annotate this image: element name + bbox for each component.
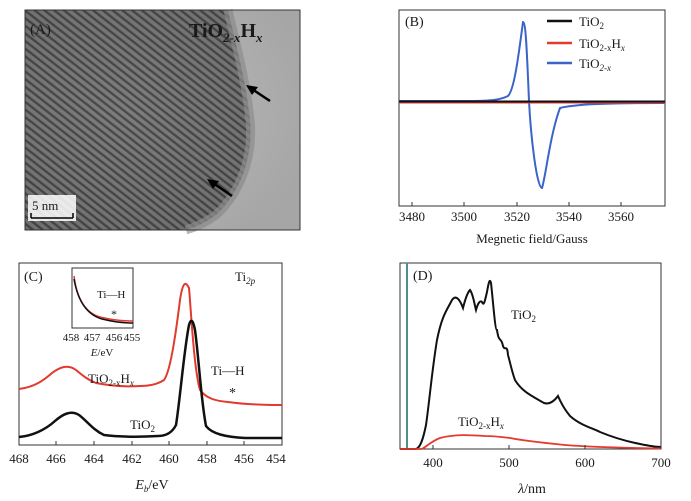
x-axis-title: Eb/eV	[134, 478, 168, 494]
panel-d: (D) TiO2 TiO2-xHx 400 500 600 700 λ/nm	[399, 262, 671, 497]
scale-bar	[30, 213, 74, 219]
x-tick-label: 466	[46, 451, 66, 466]
panel-d-label: (D)	[413, 269, 433, 284]
x-tick-label: 458	[197, 451, 217, 466]
x-tick-label: 600	[575, 455, 595, 470]
scale-bar-box	[28, 195, 76, 221]
panel-a: (A) TiO2-xHx 5 nm	[24, 8, 301, 235]
label-star: *	[229, 386, 236, 401]
panel-c: (C) Ti2p Ti—H * 458 457 456 455 E/eV TiO…	[9, 262, 286, 494]
x-tick-label: 456	[234, 451, 254, 466]
inset-black-curve	[73, 278, 134, 324]
pl-black-curve	[400, 279, 662, 450]
x-tick-label: 3520	[504, 209, 530, 224]
x-tick-label: 400	[423, 455, 443, 470]
inset-x-tick: 458	[63, 332, 80, 344]
panel-b-x-axis: 3480 3500 3520 3540 3560 Megnetic field/…	[399, 202, 634, 246]
inset-x-tick: 457	[84, 332, 101, 344]
x-tick-label: 460	[159, 451, 179, 466]
panel-a-label: (A)	[30, 22, 51, 38]
x-tick-label: 468	[9, 451, 29, 466]
arrow-upper	[246, 85, 271, 103]
x-axis-title: Megnetic field/Gauss	[476, 231, 588, 246]
label-black-curve: TiO2	[511, 307, 536, 324]
arrow-lower	[207, 179, 233, 198]
legend-item-tio2: TiO2	[547, 14, 604, 31]
panel-a-title: TiO2-xHx	[189, 20, 263, 45]
panel-d-frame	[399, 262, 662, 450]
label-tih: Ti—H	[211, 363, 244, 378]
scale-bar-label: 5 nm	[32, 198, 58, 213]
legend: TiO2 TiO2-xHx TiO2-x	[547, 14, 625, 73]
inset-tih-label: Ti—H	[97, 289, 125, 301]
panel-b-label: (B)	[405, 15, 424, 30]
x-tick-label: 462	[122, 451, 142, 466]
pl-red-curve	[400, 434, 662, 450]
x-tick-label: 3560	[608, 209, 634, 224]
xps-inset: Ti—H * 458 457 456 455 E/eV	[63, 267, 141, 359]
xps-red-curve	[18, 282, 283, 406]
legend-label: TiO2-xHx	[579, 36, 625, 53]
panel-c-x-axis: 468 466 464 462 460 458 456 454 Eb/eV	[9, 441, 286, 494]
x-tick-label: 3480	[399, 209, 425, 224]
x-tick-label: 3500	[451, 209, 477, 224]
inset-x-tick: 456	[106, 332, 123, 344]
x-tick-label: 700	[651, 455, 671, 470]
label-black-curve: TiO2	[130, 417, 155, 434]
x-tick-label: 3540	[556, 209, 582, 224]
label-red-curve: TiO2-xHx	[88, 371, 134, 388]
label-red-curve: TiO2-xHx	[458, 414, 504, 431]
x-tick-label: 500	[499, 455, 519, 470]
x-tick-label: 464	[84, 451, 104, 466]
panel-c-label: (C)	[24, 270, 43, 285]
inset-x-axis-title: E/eV	[90, 347, 114, 359]
inset-star: *	[111, 307, 117, 321]
x-tick-label: 454	[266, 451, 286, 466]
panel-d-x-axis: 400 500 600 700 λ/nm	[423, 445, 671, 497]
epr-blue-curve	[399, 20, 666, 190]
inset-x-tick: 455	[124, 332, 141, 344]
panel-b: (B) TiO2 TiO2-xHx TiO2-x 3480	[398, 9, 666, 246]
legend-item-tio2-x-hx: TiO2-xHx	[547, 36, 625, 53]
legend-item-tio2-x: TiO2-x	[547, 56, 611, 73]
legend-label: TiO2-x	[579, 56, 611, 73]
xps-black-curve	[18, 319, 282, 440]
legend-label: TiO2	[579, 14, 604, 31]
panel-b-frame	[398, 9, 666, 207]
panel-c-corner-label: Ti2p	[235, 269, 256, 286]
x-axis-title: λ/nm	[517, 482, 546, 497]
